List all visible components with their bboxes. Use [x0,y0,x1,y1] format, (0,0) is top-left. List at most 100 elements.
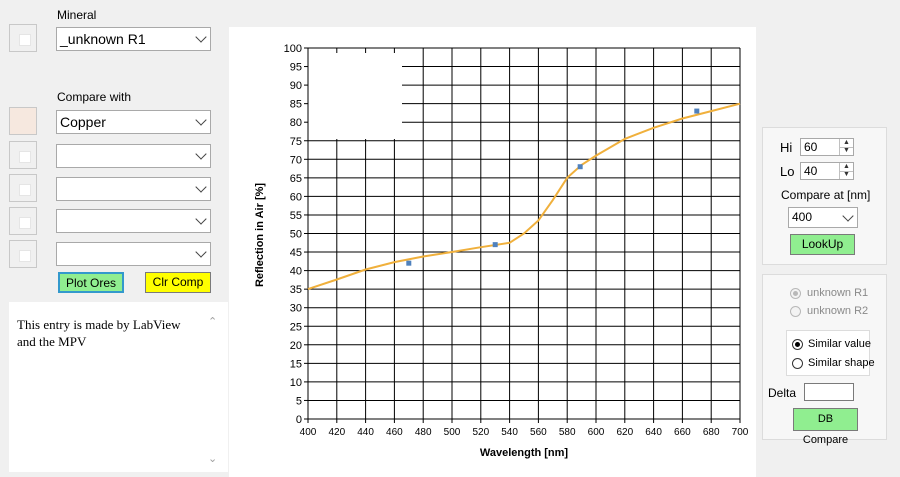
mineral-label: Mineral [57,8,97,22]
chevron-down-icon [195,114,207,126]
mineral-select-value: _unknown R1 [60,31,146,47]
x-tick-label: 600 [588,427,605,438]
x-tick-label: 520 [472,427,489,438]
chart-lines [307,102,741,291]
chart-panel: 400 420 440 460 480 500 520 540 560 580 600 620 640 6… [229,27,756,477]
unknown-r1-point [577,164,583,170]
chevron-down-icon [195,246,207,258]
compare-select-2[interactable] [56,144,211,168]
x-tick-label: 700 [732,427,749,438]
radio-unknown-r1-label: unknown R1 [807,287,869,299]
plot-ores-button[interactable]: Plot Ores [58,272,124,293]
chevron-down-icon [195,213,207,225]
hi-label: Hi [780,140,793,155]
x-axis-label: Wavelength [nm] [480,447,569,459]
x-tick-label: 420 [328,427,345,438]
y-tick-label: 95 [290,62,302,74]
y-tick-label: 0 [296,414,302,426]
compare-at-value: 400 [792,210,813,224]
y-tick-label: 100 [284,43,302,55]
x-tick-label: 500 [444,427,461,438]
x-tick-label: 400 [300,427,317,438]
chevron-down-icon [195,181,207,193]
x-tick-label: 620 [616,427,633,438]
y-axis-label: Reflection in Air [%] [254,183,266,287]
y-tick-label: 70 [290,154,302,166]
x-tick-label: 640 [645,427,662,438]
x-tick-label: 560 [530,427,547,438]
spin-up-icon[interactable]: ▲ [839,139,853,148]
scroll-up-icon[interactable]: ⌃ [208,316,218,328]
compare-color-swatch-4[interactable] [9,207,37,235]
similarity-group [786,330,870,376]
reflectance-chart: 400 420 440 460 480 500 520 540 560 580 600 620 640 6… [254,43,749,459]
delta-input[interactable] [804,383,854,401]
compare-color-swatch-3[interactable] [9,174,37,202]
compare-select-1[interactable]: Copper [56,110,211,134]
y-tick-label: 10 [290,377,302,389]
lookup-button[interactable]: LookUp [790,234,855,255]
compare-at-label: Compare at [nm] [781,188,871,202]
x-tick-label: 580 [559,427,576,438]
chevron-down-icon [195,31,207,43]
y-tick-label: 25 [290,321,302,333]
radio-similar-shape[interactable] [792,358,803,369]
chart-blank-overlay [308,53,402,139]
radio-similar-value-label: Similar value [808,338,871,350]
y-tick-label: 65 [290,173,302,185]
y-tick-label: 90 [290,80,302,92]
compare-color-swatch-1[interactable] [9,107,37,135]
chevron-down-icon [195,148,207,160]
y-tick-label: 40 [290,266,302,278]
clr-comp-button[interactable]: Clr Comp [145,272,211,293]
compare-select-5[interactable] [56,242,211,266]
radio-similar-value[interactable] [792,339,803,350]
x-tick-label: 480 [415,427,432,438]
y-tick-label: 55 [290,210,302,222]
y-tick-label: 30 [290,303,302,315]
spin-down-icon[interactable]: ▼ [839,147,853,155]
y-tick-label: 45 [290,247,302,259]
compare-at-select[interactable]: 400 [788,207,858,228]
compare-with-label: Compare with [57,90,132,104]
y-tick-label: 5 [296,395,302,407]
y-tick-label: 60 [290,191,302,203]
delta-label: Delta [768,386,797,400]
notes-textarea[interactable]: This entry is made by LabView and the MP… [9,302,228,472]
hi-value: 60 [804,140,818,154]
y-tick-label: 20 [290,340,302,352]
radio-unknown-r2-label: unknown R2 [807,305,869,317]
x-tick-label: 680 [703,427,720,438]
lo-label: Lo [780,164,795,179]
y-tick-label: 75 [290,136,302,148]
radio-unknown-r2[interactable] [790,306,801,317]
x-tick-label: 540 [501,427,518,438]
compare-select-value: Copper [60,114,106,130]
spin-down-icon[interactable]: ▼ [839,171,853,179]
chevron-down-icon [842,210,854,222]
spin-up-icon[interactable]: ▲ [839,163,853,172]
compare-color-swatch-2[interactable] [9,141,37,169]
notes-text: This entry is made by LabView and the MP… [17,317,181,349]
unknown-r1-point [694,108,700,114]
x-tick-label: 440 [357,427,374,438]
scroll-down-icon[interactable]: ⌄ [208,453,218,465]
hi-spinner[interactable]: 60 ▲ ▼ [800,138,854,156]
lo-spinner[interactable]: 40 ▲ ▼ [800,162,854,180]
x-tick-label: 460 [386,427,403,438]
compare-select-3[interactable] [56,177,211,201]
chart-grid [307,47,741,420]
compare-color-swatch-5[interactable] [9,240,37,268]
y-tick-label: 15 [290,358,302,370]
copper-series-line [307,102,741,291]
y-tick-label: 35 [290,284,302,296]
y-tick-label: 50 [290,229,302,241]
y-tick-label: 80 [290,117,302,129]
compare-select-4[interactable] [56,209,211,233]
mineral-select[interactable]: _unknown R1 [56,27,211,51]
radio-similar-shape-label: Similar shape [808,357,875,369]
db-compare-button[interactable]: DB Compare [793,408,858,446]
mineral-color-swatch[interactable] [9,24,37,52]
y-tick-label: 85 [290,99,302,111]
radio-unknown-r1[interactable] [790,288,801,299]
